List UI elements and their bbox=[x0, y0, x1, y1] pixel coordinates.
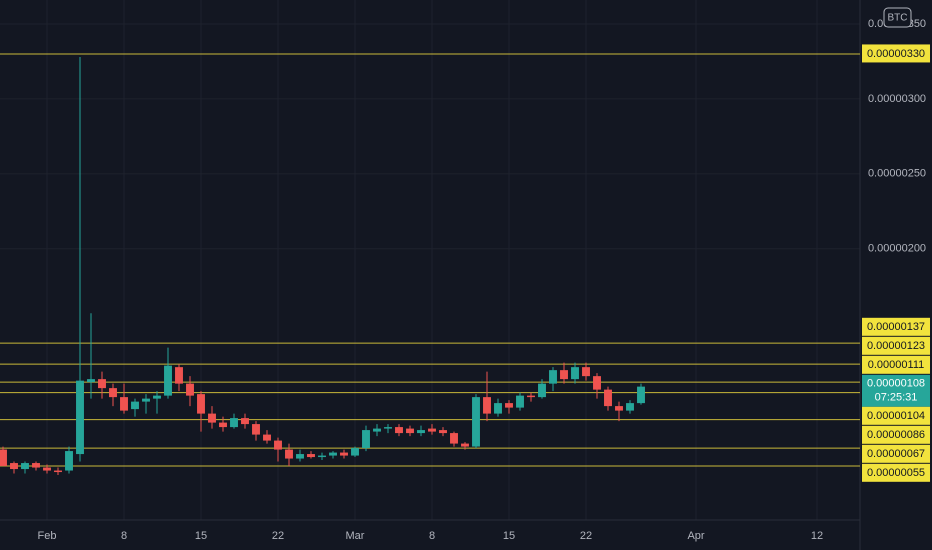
candle-body bbox=[450, 433, 458, 444]
candle-body bbox=[76, 380, 84, 455]
candle-body bbox=[153, 395, 161, 399]
candle-body bbox=[527, 395, 535, 398]
candle-body bbox=[241, 418, 249, 425]
price-line-badge bbox=[862, 425, 930, 444]
candle-body bbox=[186, 383, 194, 396]
candle-body bbox=[373, 428, 381, 432]
candle-body bbox=[626, 403, 634, 411]
candle-body bbox=[142, 398, 150, 402]
x-tick-label: 12 bbox=[811, 530, 823, 542]
candle-body bbox=[120, 397, 128, 411]
x-tick-label: 15 bbox=[503, 530, 515, 542]
candle-body bbox=[395, 427, 403, 434]
price-line-label: 0.00000067 bbox=[867, 448, 925, 460]
candle-body bbox=[65, 451, 73, 471]
countdown-label: 07:25:31 bbox=[875, 392, 918, 404]
candle-body bbox=[516, 395, 524, 408]
candle-body bbox=[472, 397, 480, 447]
candle-body bbox=[230, 418, 238, 428]
x-tick-label: Feb bbox=[38, 530, 57, 542]
candle-body bbox=[538, 383, 546, 398]
candle-body bbox=[252, 424, 260, 435]
candle-body bbox=[494, 403, 502, 414]
candle-body bbox=[109, 388, 117, 398]
x-tick-label: 22 bbox=[580, 530, 592, 542]
candle-body bbox=[384, 427, 392, 429]
x-tick-label: 8 bbox=[121, 530, 127, 542]
price-line-label: 0.00000104 bbox=[867, 410, 925, 422]
candle-body bbox=[263, 434, 271, 441]
price-line-badge bbox=[862, 317, 930, 336]
candle-body bbox=[98, 379, 106, 389]
candle-body bbox=[10, 463, 18, 470]
candle-body bbox=[439, 430, 447, 434]
candle-body bbox=[307, 454, 315, 458]
candle-body bbox=[197, 394, 205, 414]
candle-body bbox=[362, 430, 370, 449]
candle-body bbox=[21, 463, 29, 470]
x-tick-label: Apr bbox=[687, 530, 704, 542]
candle-body bbox=[175, 367, 183, 384]
candle-body bbox=[417, 430, 425, 434]
y-tick-label: 0.00000200 bbox=[868, 243, 926, 255]
last-price-badge bbox=[862, 374, 930, 407]
candle-body bbox=[615, 406, 623, 411]
price-line-label: 0.00000137 bbox=[867, 321, 925, 333]
candle-body bbox=[560, 370, 568, 380]
candle-body bbox=[274, 440, 282, 450]
price-line-label: 0.00000330 bbox=[867, 48, 925, 60]
y-tick-label: 0.00000250 bbox=[868, 168, 926, 180]
x-tick-label: 15 bbox=[195, 530, 207, 542]
candle-body bbox=[582, 367, 590, 377]
currency-label: BTC bbox=[888, 13, 908, 24]
x-tick-label: Mar bbox=[346, 530, 365, 542]
price-line-badge bbox=[862, 336, 930, 355]
price-line-label: 0.00000086 bbox=[867, 429, 925, 441]
y-tick-label: 0.00000300 bbox=[868, 93, 926, 105]
candle-body bbox=[43, 467, 51, 471]
candle-body bbox=[329, 452, 337, 456]
candle-body bbox=[483, 397, 491, 414]
price-line-label: 0.00000055 bbox=[867, 467, 925, 479]
candle-body bbox=[604, 389, 612, 407]
last-price-label: 0.00000108 bbox=[867, 378, 925, 390]
candle-body bbox=[87, 379, 95, 383]
candle-body bbox=[54, 470, 62, 473]
currency-badge bbox=[883, 7, 912, 28]
candle-body bbox=[296, 454, 304, 459]
candle-body bbox=[340, 452, 348, 456]
candle-body bbox=[505, 403, 513, 408]
candle-body bbox=[285, 449, 293, 459]
candle-body bbox=[0, 449, 7, 467]
candle-body bbox=[164, 365, 172, 396]
candle-body bbox=[428, 428, 436, 432]
x-tick-label: 22 bbox=[272, 530, 284, 542]
candle-body bbox=[571, 367, 579, 380]
candle-body bbox=[208, 413, 216, 423]
candle-body bbox=[549, 370, 557, 384]
price-line-badge bbox=[862, 355, 930, 374]
price-line-label: 0.00000123 bbox=[867, 340, 925, 352]
candle-body bbox=[593, 376, 601, 390]
candle-body bbox=[219, 422, 227, 428]
candle-body bbox=[131, 401, 139, 410]
price-line-badge bbox=[862, 406, 930, 425]
candle-body bbox=[461, 443, 469, 447]
x-tick-label: 8 bbox=[429, 530, 435, 542]
price-line-badge bbox=[862, 463, 930, 482]
price-line-label: 0.00000111 bbox=[868, 359, 924, 371]
candle-body bbox=[318, 455, 326, 458]
candle-body bbox=[351, 448, 359, 456]
candle-body bbox=[406, 428, 414, 434]
candle-body bbox=[637, 386, 645, 404]
price-line-badge bbox=[862, 44, 930, 63]
candle-body bbox=[32, 463, 40, 468]
price-line-badge bbox=[862, 444, 930, 463]
